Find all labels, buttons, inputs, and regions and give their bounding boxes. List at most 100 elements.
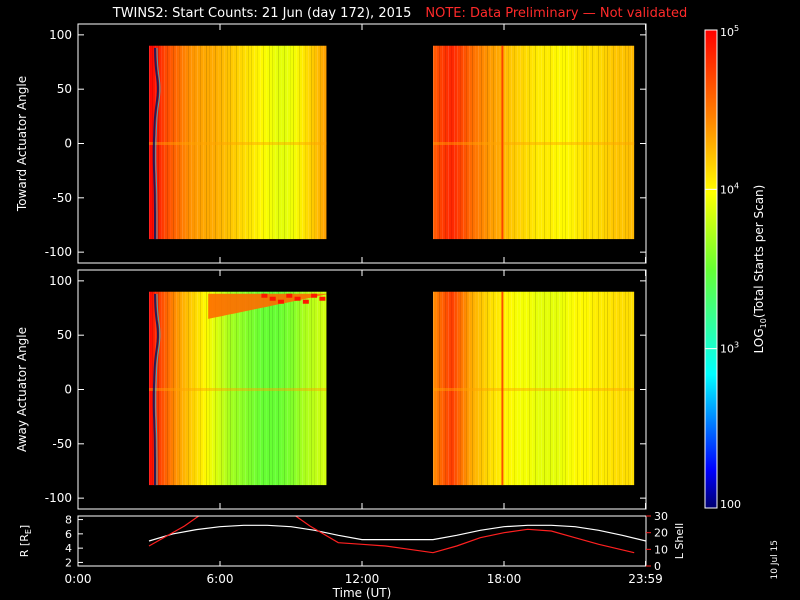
heatmap-texture-line <box>200 291 201 486</box>
heatmap-texture-line <box>574 45 575 240</box>
heatmap-texture-line <box>167 291 168 486</box>
colorbar-rect <box>704 29 718 509</box>
heatmap-texture-line <box>173 45 174 240</box>
heatmap-texture-line <box>260 45 261 240</box>
heatmap-texture-line <box>583 45 584 240</box>
heatmap-texture-line <box>457 45 458 240</box>
orbit-left-tick-label: 8 <box>65 514 72 527</box>
heatmap-texture-line <box>200 45 201 240</box>
colorbar-tick-label: 103 <box>720 341 739 356</box>
heatmap-texture-line <box>254 291 255 486</box>
heatmap-texture-line <box>565 45 566 240</box>
heatmap-texture-line <box>484 291 485 486</box>
heatmap-texture-line <box>592 291 593 486</box>
orbit-left-label: R [RE] <box>18 525 33 557</box>
heatmap-texture-line <box>607 45 608 240</box>
high-angle-hotspot <box>277 299 284 304</box>
heatmap-texture-line <box>230 45 231 240</box>
heatmap-texture-line <box>182 291 183 486</box>
heatmap-texture-line <box>493 45 494 240</box>
heatmap-texture-line <box>188 291 189 486</box>
heatmap-texture-line <box>206 291 207 486</box>
heatmap-texture-line <box>550 45 551 240</box>
heatmap-texture-line <box>553 45 554 240</box>
high-angle-hotspot <box>286 293 293 298</box>
heatmap-texture-line <box>577 291 578 486</box>
heatmap-texture-line <box>592 45 593 240</box>
heatmap-texture-line <box>149 291 150 486</box>
date-stamp: 10 Jul 15 <box>770 540 780 580</box>
heatmap-texture-line <box>634 291 635 486</box>
heatmap-texture-line <box>601 45 602 240</box>
heatmap-texture-line <box>451 291 452 486</box>
x-tick-label: 18:00 <box>487 572 522 586</box>
heatmap-texture-line <box>164 45 165 240</box>
heatmap-texture-line <box>317 291 318 486</box>
heatmap-texture-line <box>263 45 264 240</box>
heatmap-texture-line <box>161 45 162 240</box>
zero-angle-stripe <box>149 388 327 391</box>
heatmap-texture-line <box>149 45 150 240</box>
heatmap-segment-2 <box>433 291 635 486</box>
heatmap-texture-line <box>170 291 171 486</box>
heatmap-texture-line <box>544 291 545 486</box>
heatmap-texture-line <box>499 291 500 486</box>
heatmap-texture-line <box>481 291 482 486</box>
heatmap-texture-line <box>152 45 153 240</box>
heatmap-segment-2 <box>433 45 635 240</box>
heatmap-texture-line <box>436 45 437 240</box>
heatmap-texture-line <box>269 291 270 486</box>
heatmap-texture-line <box>580 291 581 486</box>
heatmap-texture-line <box>547 45 548 240</box>
heatmap-texture-line <box>236 45 237 240</box>
heatmap-texture-line <box>631 291 632 486</box>
orbit-left-label-end: ] <box>18 525 31 529</box>
heatmap-texture-line <box>610 45 611 240</box>
heatmap-texture-line <box>484 45 485 240</box>
orbit-right-tick-label: 10 <box>654 543 668 556</box>
heatmap-texture-line <box>583 291 584 486</box>
x-tick-label: 6:00 <box>207 572 234 586</box>
zero-angle-stripe <box>433 142 635 145</box>
heatmap-texture-line <box>568 45 569 240</box>
heatmap-texture-line <box>562 45 563 240</box>
heatmap-texture-line <box>460 45 461 240</box>
heatmap-texture-line <box>215 291 216 486</box>
heatmap-texture-line <box>529 45 530 240</box>
colorbar-label-end: (Total Starts per Scan) <box>752 185 766 319</box>
heatmap-texture-line <box>535 291 536 486</box>
heatmap-texture-line <box>311 45 312 240</box>
heatmap-texture-line <box>439 45 440 240</box>
heatmap-texture-line <box>299 45 300 240</box>
heatmap-texture-line <box>442 291 443 486</box>
heatmap-texture-line <box>523 291 524 486</box>
orbit-lines <box>148 516 646 554</box>
heatmap-texture-line <box>212 291 213 486</box>
heatmap-texture-line <box>245 45 246 240</box>
heatmap-texture-line <box>152 291 153 486</box>
heatmap-texture-line <box>487 45 488 240</box>
heatmap-texture-line <box>308 291 309 486</box>
heatmap-texture-line <box>532 45 533 240</box>
x-axis-label: Time (UT) <box>332 586 392 600</box>
heatmap-texture-line <box>544 45 545 240</box>
heatmap-texture-line <box>302 291 303 486</box>
heatmap-texture-line <box>281 291 282 486</box>
heatmap-texture-line <box>326 291 327 486</box>
high-angle-hotspot <box>294 296 301 301</box>
heatmap-texture-line <box>158 45 159 240</box>
heatmap-texture-line <box>598 45 599 240</box>
heatmap-texture-line <box>622 45 623 240</box>
orbit-right-tick-label: 20 <box>654 527 668 540</box>
heatmap-texture-line <box>628 291 629 486</box>
edge-streak-highlight <box>155 47 161 240</box>
heatmap-texture-line <box>475 291 476 486</box>
heatmap-texture-line <box>251 291 252 486</box>
heatmap-texture-line <box>191 45 192 240</box>
bright-streak <box>501 45 504 240</box>
heatmap-texture-line <box>203 291 204 486</box>
heatmap-texture-line <box>167 45 168 240</box>
heatmap-texture-line <box>173 291 174 486</box>
heatmap-texture-line <box>272 291 273 486</box>
